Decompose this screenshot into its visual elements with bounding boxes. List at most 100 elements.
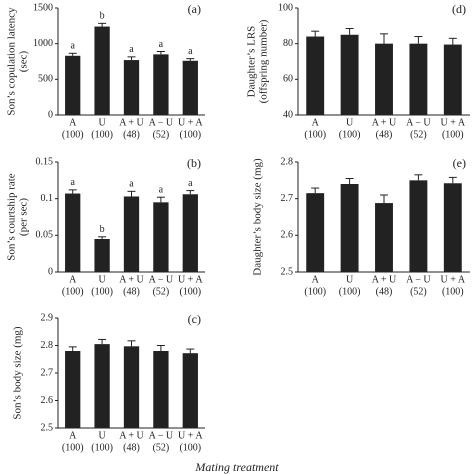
x-tick-label: A + U [119, 430, 144, 441]
bar [94, 26, 110, 115]
y-tick-label: 80 [283, 38, 293, 49]
panel-label: (d) [452, 2, 466, 16]
x-tick-label: A [312, 117, 320, 128]
x-tick-label: A [69, 117, 77, 128]
bar [409, 43, 428, 115]
bar [123, 60, 140, 115]
bar [182, 353, 198, 428]
y-tick-label: 1000 [33, 38, 53, 49]
sample-size: (100) [339, 129, 361, 140]
y-tick-label: 1500 [33, 2, 53, 13]
x-tick-label: U [98, 274, 106, 285]
y-tick-label: 60 [283, 74, 293, 85]
x-tick-label: A + U [119, 117, 144, 128]
y-axis-label: (sec) [18, 50, 30, 72]
sample-size: (52) [153, 286, 170, 297]
x-tick-label: U + A [178, 117, 203, 128]
y-tick-label: 0 [48, 109, 53, 120]
bar [94, 344, 110, 428]
significance-letter: a [129, 179, 134, 190]
significance-letter: b [100, 11, 105, 22]
significance-letter: a [188, 46, 193, 57]
x-tick-label: A − U [406, 117, 431, 128]
bar [94, 239, 110, 272]
sample-size: (100) [62, 129, 84, 140]
sample-size: (52) [153, 442, 170, 453]
sample-size: (52) [410, 286, 427, 297]
x-axis-label: Mating treatment [194, 460, 279, 474]
bar [375, 43, 393, 115]
x-tick-label: U [98, 117, 106, 128]
x-tick-label: A + U [372, 117, 397, 128]
x-tick-label: U + A [441, 274, 466, 285]
panel-label: (b) [187, 156, 201, 170]
y-axis-label: Daughter’s LRS [246, 26, 258, 98]
y-tick-label: 100 [278, 2, 293, 13]
significance-letter: a [188, 178, 193, 189]
y-axis-label: Son’s courtship rate [6, 173, 18, 260]
x-tick-label: A − U [149, 430, 174, 441]
x-tick-label: A + U [119, 274, 144, 285]
sample-size: (100) [304, 129, 326, 140]
y-tick-label: 2.8 [41, 340, 54, 351]
y-tick-label: 0 [48, 266, 53, 277]
y-axis-label: (offspring number) [258, 19, 270, 103]
y-tick-label: 2.5 [281, 266, 294, 277]
sample-size: (52) [153, 129, 170, 140]
sample-size: (100) [91, 286, 113, 297]
significance-letter: a [159, 184, 164, 195]
panel-label: (c) [188, 312, 201, 326]
x-tick-label: U [98, 430, 106, 441]
sample-size: (52) [410, 129, 427, 140]
sample-size: (100) [442, 129, 464, 140]
y-tick-label: 0.1 [41, 193, 54, 204]
sample-size: (100) [91, 442, 113, 453]
x-tick-label: A − U [149, 274, 174, 285]
sample-size: (48) [376, 286, 393, 297]
sample-size: (100) [339, 286, 361, 297]
y-axis-label: Son’s body size (mg) [12, 326, 24, 420]
bar [340, 34, 359, 115]
y-tick-label: 2.7 [41, 367, 54, 378]
bar [409, 180, 428, 272]
bar [153, 351, 169, 428]
bar [375, 203, 393, 272]
y-tick-label: 0.15 [36, 156, 54, 167]
sample-size: (100) [442, 286, 464, 297]
bar [65, 351, 81, 428]
sample-size: (100) [179, 442, 201, 453]
y-tick-label: 2.6 [281, 230, 294, 241]
sample-size: (100) [304, 286, 326, 297]
sample-size: (100) [179, 286, 201, 297]
y-tick-label: 2.8 [281, 156, 294, 167]
sample-size: (48) [123, 129, 140, 140]
x-tick-label: A [69, 430, 77, 441]
sample-size: (100) [179, 129, 201, 140]
bar [182, 194, 198, 272]
bar [123, 346, 140, 428]
bar [153, 54, 169, 115]
significance-letter: a [70, 177, 75, 188]
sample-size: (48) [376, 129, 393, 140]
bar [182, 60, 198, 115]
x-tick-label: U [346, 274, 354, 285]
sample-size: (100) [62, 286, 84, 297]
y-axis-label: Son’s copulation latency [6, 7, 18, 116]
x-tick-label: A [312, 274, 320, 285]
significance-letter: a [70, 41, 75, 52]
significance-letter: a [129, 44, 134, 55]
bar [65, 55, 81, 115]
x-tick-label: A [69, 274, 77, 285]
y-axis-label: (per sec) [18, 198, 30, 237]
x-tick-label: A − U [406, 274, 431, 285]
significance-letter: a [159, 39, 164, 50]
bar [443, 44, 462, 115]
bar [340, 184, 359, 272]
x-tick-label: U + A [178, 274, 203, 285]
bar [306, 36, 325, 115]
bar [123, 196, 140, 272]
bar [65, 193, 81, 272]
x-tick-label: U + A [441, 117, 466, 128]
y-tick-label: 2.6 [41, 395, 54, 406]
